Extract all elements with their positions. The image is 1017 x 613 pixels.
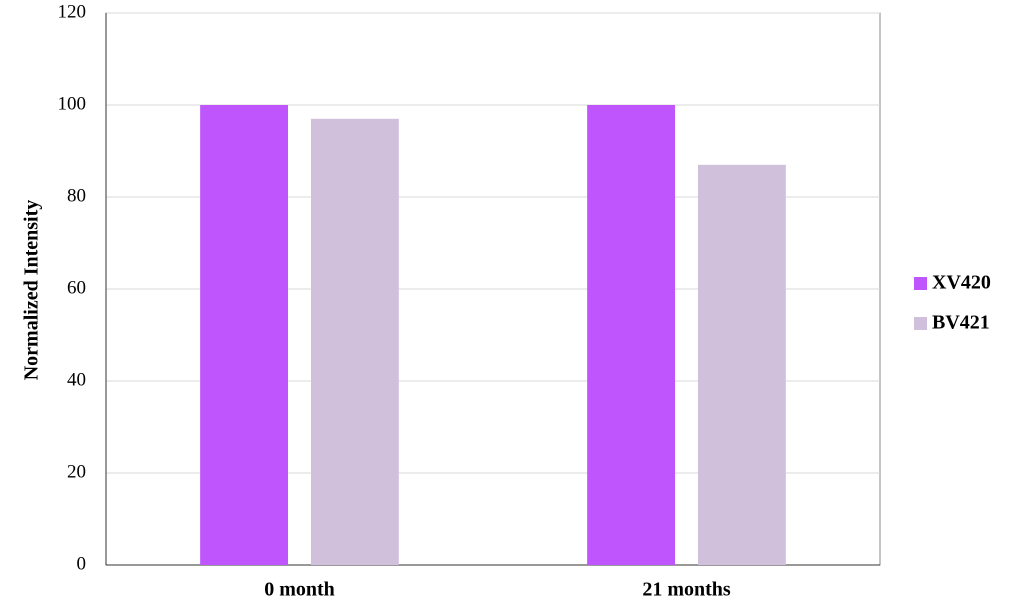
- y-tick-label: 40: [67, 369, 86, 390]
- bar: [200, 105, 288, 565]
- y-tick-label: 100: [58, 93, 87, 114]
- bar: [698, 164, 786, 566]
- x-tick-label: 0 month: [264, 579, 335, 601]
- bar: [311, 118, 399, 566]
- bar: [587, 105, 675, 565]
- y-tick-label: 60: [67, 277, 86, 298]
- legend-label: XV420: [932, 272, 991, 294]
- y-tick-label: 20: [67, 461, 86, 482]
- x-tick-label: 21 months: [642, 579, 731, 601]
- y-tick-label: 80: [67, 185, 86, 206]
- y-axis-title: Normalized Intensity: [21, 200, 43, 381]
- legend-label: BV421: [932, 312, 990, 334]
- y-tick-label: 0: [77, 553, 87, 574]
- legend-swatch: [914, 277, 927, 290]
- y-tick-label: 120: [58, 1, 87, 22]
- legend-swatch: [914, 317, 927, 330]
